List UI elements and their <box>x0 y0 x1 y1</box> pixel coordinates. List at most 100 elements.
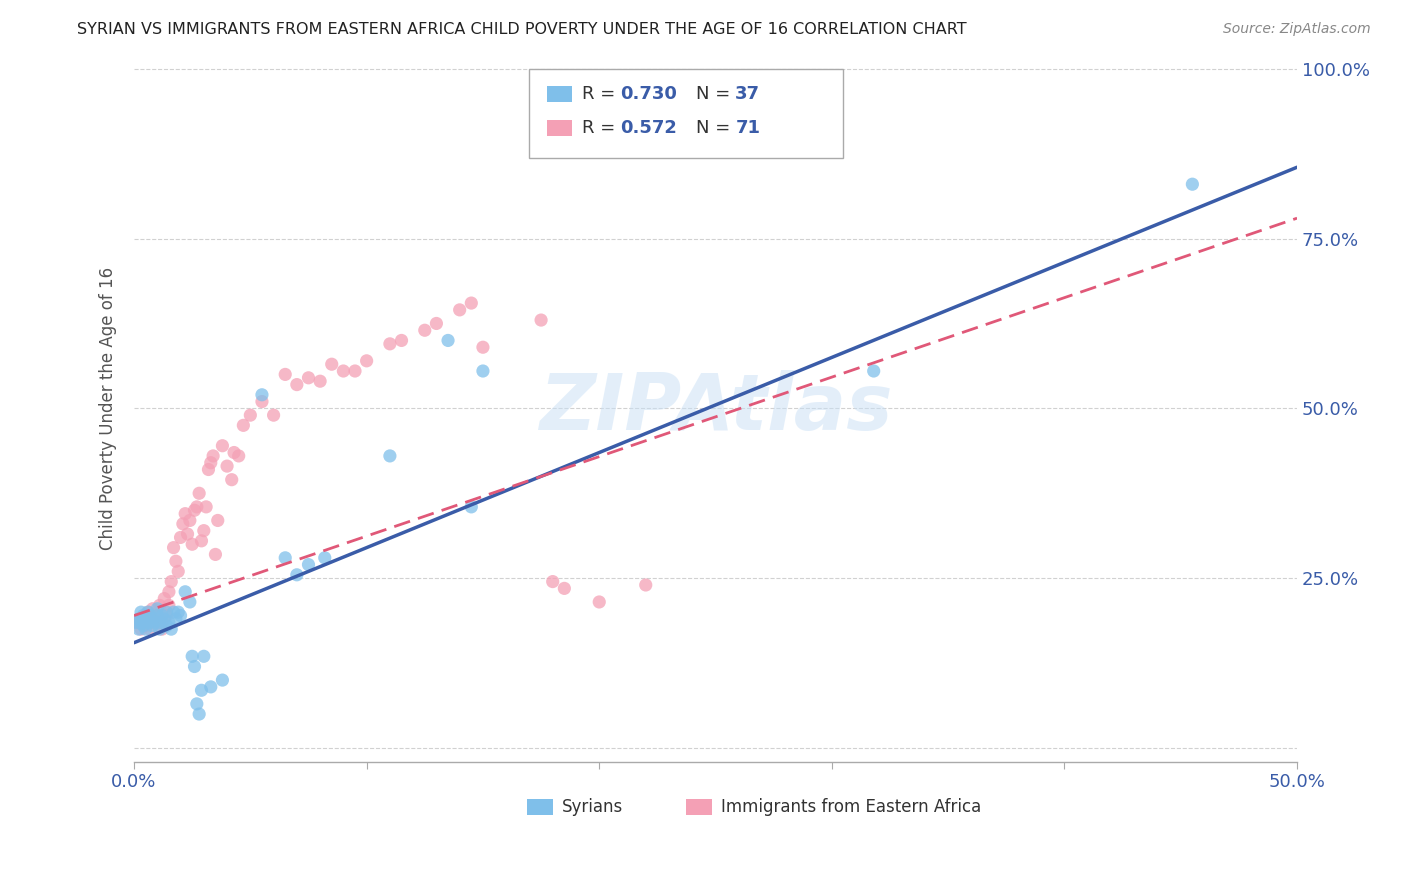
Point <box>190 533 212 548</box>
Text: N =: N = <box>696 119 735 136</box>
Point <box>176 527 198 541</box>
Point <box>135 615 157 630</box>
Point <box>356 354 378 368</box>
Point <box>193 649 215 664</box>
Point <box>167 605 190 619</box>
Point <box>146 608 169 623</box>
Point <box>195 500 218 514</box>
Point <box>128 615 150 630</box>
Text: 0.730: 0.730 <box>620 85 678 103</box>
Point <box>211 673 233 687</box>
Point <box>314 550 336 565</box>
Point <box>188 486 211 500</box>
Point <box>437 334 460 348</box>
Point <box>181 649 204 664</box>
Point <box>146 601 169 615</box>
Point <box>149 599 172 613</box>
Point <box>153 612 176 626</box>
Point <box>202 449 225 463</box>
Point <box>239 408 262 422</box>
Text: 0.572: 0.572 <box>620 119 678 136</box>
Point <box>183 503 205 517</box>
Point <box>285 567 308 582</box>
Point <box>183 659 205 673</box>
Text: SYRIAN VS IMMIGRANTS FROM EASTERN AFRICA CHILD POVERTY UNDER THE AGE OF 16 CORRE: SYRIAN VS IMMIGRANTS FROM EASTERN AFRICA… <box>77 22 967 37</box>
Point <box>193 524 215 538</box>
Point <box>157 584 180 599</box>
Point <box>541 574 564 589</box>
Point <box>297 371 319 385</box>
Point <box>129 622 152 636</box>
Point <box>460 296 482 310</box>
Point <box>425 317 447 331</box>
Point <box>634 578 657 592</box>
Point <box>190 683 212 698</box>
Point <box>128 622 150 636</box>
Point <box>207 513 229 527</box>
Point <box>160 622 183 636</box>
Point <box>136 605 159 619</box>
Point <box>413 323 436 337</box>
Point <box>274 550 297 565</box>
Point <box>391 334 413 348</box>
Point <box>179 513 201 527</box>
Point <box>165 554 187 568</box>
Point <box>186 500 208 514</box>
Text: ZIPAtlas: ZIPAtlas <box>538 370 893 446</box>
Point <box>553 582 575 596</box>
Point <box>146 615 169 630</box>
Point <box>169 608 191 623</box>
Point <box>167 565 190 579</box>
Point <box>250 388 273 402</box>
Point <box>132 619 155 633</box>
Point <box>200 456 222 470</box>
Point <box>146 608 169 623</box>
Point <box>471 364 494 378</box>
Text: N =: N = <box>696 85 735 103</box>
Point <box>204 548 226 562</box>
Point <box>232 418 254 433</box>
Point <box>222 445 245 459</box>
Point <box>149 622 172 636</box>
Point <box>129 605 152 619</box>
Point <box>150 622 173 636</box>
Point <box>155 608 177 623</box>
Point <box>142 601 165 615</box>
Point <box>321 357 343 371</box>
Text: Source: ZipAtlas.com: Source: ZipAtlas.com <box>1223 22 1371 37</box>
Bar <box>547 87 572 102</box>
Point <box>143 615 166 630</box>
Point <box>588 595 610 609</box>
Point <box>174 584 197 599</box>
Bar <box>547 120 572 136</box>
Point <box>157 599 180 613</box>
Point <box>169 531 191 545</box>
Point <box>125 615 148 630</box>
Point <box>449 302 471 317</box>
Point <box>221 473 243 487</box>
Text: Immigrants from Eastern Africa: Immigrants from Eastern Africa <box>721 797 981 816</box>
Point <box>136 608 159 623</box>
Point <box>215 459 238 474</box>
Point <box>200 680 222 694</box>
Point <box>142 612 165 626</box>
Point <box>125 615 148 630</box>
Point <box>530 313 553 327</box>
Point <box>136 612 159 626</box>
Point <box>285 377 308 392</box>
Point <box>155 605 177 619</box>
Text: R =: R = <box>582 85 621 103</box>
Point <box>160 574 183 589</box>
Bar <box>686 799 711 814</box>
Point <box>165 612 187 626</box>
Text: 71: 71 <box>735 119 761 136</box>
Point <box>471 340 494 354</box>
Point <box>139 622 162 636</box>
Point <box>142 619 165 633</box>
Point <box>174 507 197 521</box>
Point <box>153 591 176 606</box>
Point <box>128 612 150 626</box>
Point <box>186 697 208 711</box>
Point <box>211 439 233 453</box>
Text: Syrians: Syrians <box>562 797 623 816</box>
